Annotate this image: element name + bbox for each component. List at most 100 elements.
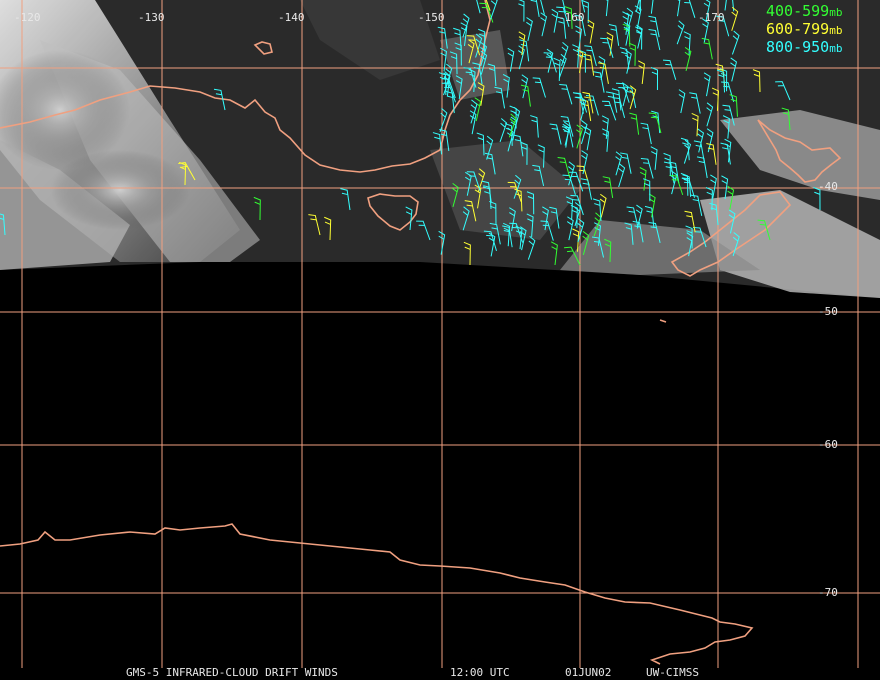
wind-barb xyxy=(465,171,472,196)
wind-barb xyxy=(514,188,523,212)
small-island-2 xyxy=(659,319,667,323)
product-title: GMS-5 INFRARED-CLOUD DRIFT WINDS xyxy=(126,666,338,679)
wind-barb xyxy=(439,128,450,152)
wind-barb xyxy=(702,18,709,43)
wind-barb xyxy=(569,171,584,192)
wind-barb xyxy=(0,213,6,236)
wind-barb xyxy=(487,63,497,87)
wind-barb xyxy=(582,230,590,255)
wind-barb xyxy=(684,0,696,18)
lon-label-130: -130 xyxy=(138,11,165,24)
wind-barb xyxy=(570,204,578,229)
wind-barb xyxy=(582,91,594,114)
wind-barb xyxy=(519,39,530,62)
wind-barb xyxy=(484,152,496,175)
wind-barb xyxy=(253,196,261,221)
small-island-1 xyxy=(253,41,273,55)
wind-barb xyxy=(686,232,694,257)
lon-label-140: -140 xyxy=(278,11,305,24)
wind-barb xyxy=(520,84,531,107)
wind-barb xyxy=(637,60,645,85)
wind-barb xyxy=(678,89,686,114)
wind-barb xyxy=(474,184,482,209)
wind-barb xyxy=(605,91,618,113)
wind-barb xyxy=(324,216,332,241)
wind-barb xyxy=(581,0,586,13)
wind-barb xyxy=(731,30,740,55)
wind-barb xyxy=(178,162,196,181)
observation-date: 01JUN02 xyxy=(565,666,611,679)
wind-barb xyxy=(601,128,609,152)
wind-barb xyxy=(521,74,529,99)
longitude-labels: -120 -130 -140 -150 -160 -170 xyxy=(14,11,725,24)
wind-barb xyxy=(508,113,517,138)
wind-barb xyxy=(720,142,731,165)
wind-barb xyxy=(599,193,607,218)
wind-barb xyxy=(642,178,651,202)
wind-barb xyxy=(308,214,321,236)
wind-barb xyxy=(676,0,681,17)
wind-barb xyxy=(731,6,739,31)
wind-barb xyxy=(478,28,486,52)
wind-barb xyxy=(781,107,791,131)
legend-item-800-950: 800-950mb xyxy=(766,38,842,56)
wind-barb xyxy=(648,112,662,134)
wind-barb xyxy=(477,168,486,193)
wind-barb xyxy=(532,77,546,98)
wind-barb xyxy=(568,161,575,186)
wind-barb xyxy=(615,151,623,176)
wind-barb xyxy=(575,25,583,50)
wind-barb xyxy=(499,118,508,143)
wind-barb xyxy=(716,15,730,37)
wind-barb xyxy=(683,31,691,55)
wind-barbs xyxy=(0,0,821,266)
wind-barb xyxy=(703,72,711,97)
data-source: UW-CIMSS xyxy=(646,666,699,679)
wind-barb xyxy=(537,144,545,168)
image-footer: GMS-5 INFRARED-CLOUD DRIFT WINDS 12:00 U… xyxy=(126,666,699,679)
wind-barb xyxy=(703,0,711,22)
wind-barb xyxy=(502,73,510,98)
wind-barb xyxy=(451,182,459,207)
wind-barb xyxy=(680,137,690,161)
wind-barb xyxy=(732,232,740,257)
wind-barb xyxy=(526,191,535,215)
wind-barb xyxy=(648,28,661,51)
wind-barb xyxy=(540,12,548,37)
wind-barb xyxy=(476,132,485,156)
wind-barb xyxy=(467,39,475,64)
wind-barb xyxy=(706,102,714,127)
wind-barb xyxy=(416,220,431,241)
wind-barb xyxy=(585,95,599,116)
wind-barb xyxy=(453,27,462,51)
legend-item-600-799: 600-799mb xyxy=(766,20,842,38)
wind-barb xyxy=(722,104,735,126)
pressure-legend: 400-599mb 600-799mb 800-950mb xyxy=(766,2,842,56)
wind-barb xyxy=(509,222,524,243)
wind-barb xyxy=(681,177,695,198)
lon-label-150: -150 xyxy=(418,11,445,24)
wind-barb xyxy=(587,19,595,44)
wind-barb xyxy=(711,87,720,111)
wind-barb xyxy=(438,230,446,255)
wind-barb xyxy=(757,219,771,241)
wind-barb xyxy=(775,81,791,101)
wind-barb xyxy=(479,2,494,23)
wind-barb xyxy=(563,121,571,146)
wind-barb xyxy=(632,220,644,243)
wind-barb xyxy=(620,152,632,174)
wind-barb xyxy=(455,75,463,99)
wind-barb xyxy=(490,0,498,20)
antarctica-coastline xyxy=(0,523,754,665)
wind-barb xyxy=(562,0,567,13)
wind-barb xyxy=(640,122,652,145)
wind-barb xyxy=(619,47,630,70)
wind-barb xyxy=(640,157,654,179)
wind-barb xyxy=(635,0,640,13)
wind-barb xyxy=(556,6,570,27)
south-island-nz-coastline xyxy=(670,191,792,277)
wind-barb xyxy=(565,196,574,220)
wind-barb xyxy=(628,42,636,66)
